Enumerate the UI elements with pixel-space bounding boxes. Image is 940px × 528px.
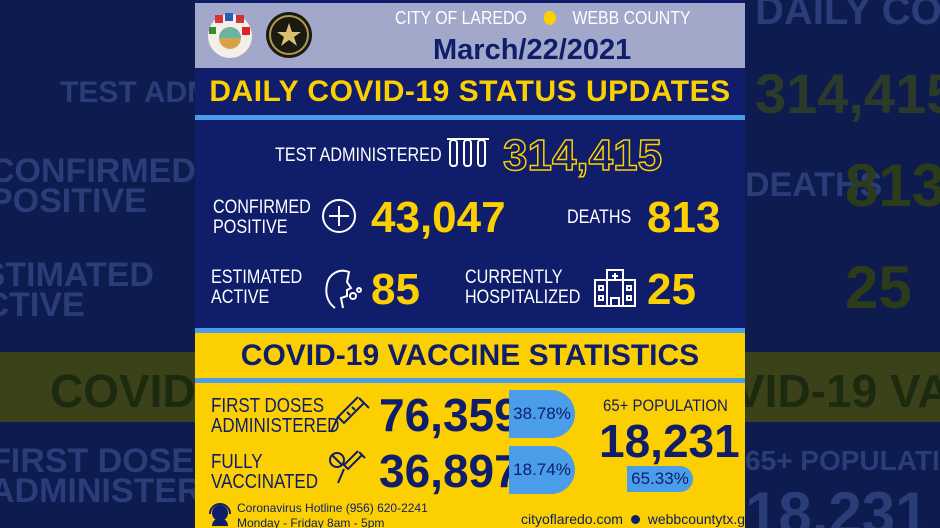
fully-vaccinated-percent: 18.74% (509, 446, 575, 494)
deaths-value: 813 (647, 193, 721, 242)
bg-text: CONFIRMED (0, 152, 195, 190)
tests-value: 314,415 (502, 131, 663, 180)
senior-percent: 65.33% (627, 466, 693, 492)
bg-text: 813 (845, 152, 940, 219)
senior-value: 18,231 (599, 415, 740, 467)
confirmed-label: CONFIRMED (213, 197, 311, 218)
syringe-virus-icon (329, 450, 366, 484)
bg-text: COVID-19 VACCINE STATISTICS (745, 365, 940, 417)
senior-label: 65+ POPULATION (603, 396, 728, 415)
infographic: CITY OF LAREDO WEBB COUNTY March/22/2021… (195, 0, 745, 528)
bg-text: 18,231 (745, 480, 929, 528)
bg-text: TEST ADMINISTERED (60, 76, 195, 109)
bg-text: DEATHS (745, 166, 883, 204)
fully-vaccinated-value: 36,897 (379, 445, 520, 497)
fully-vaccinated-label: FULLY (211, 451, 263, 473)
active-label: ESTIMATED (211, 267, 303, 288)
confirmed-label: POSITIVE (213, 217, 288, 238)
bg-text: COVID-19 VACCINE STATISTICS (50, 365, 195, 417)
first-doses-percent: 38.78% (509, 390, 575, 438)
hospitalized-label: HOSPITALIZED (465, 287, 581, 308)
active-label: ACTIVE (211, 287, 270, 308)
vaccine-title: COVID-19 VACCINE STATISTICS (240, 339, 700, 372)
county-name: WEBB COUNTY (572, 8, 691, 28)
blurred-background-left: TEST ADMINISTERED CONFIRMED POSITIVE EST… (0, 0, 195, 528)
status-section: TEST ADMINISTERED 314,415 CONFIRMED POSI… (195, 120, 745, 330)
city-website-link[interactable]: cityoflaredo.com (521, 511, 623, 527)
active-value: 85 (371, 265, 420, 314)
bg-text: ACTIVE (0, 286, 85, 324)
separator-dot (630, 515, 640, 524)
bg-text: 65+ POPULATION (745, 445, 940, 476)
first-doses-value: 76,359 (379, 389, 520, 441)
first-doses-label: FIRST DOSES (211, 395, 325, 417)
hospital-icon (594, 269, 636, 307)
separator-dot (543, 11, 556, 25)
hospitalized-value: 25 (647, 265, 696, 314)
confirmed-value: 43,047 (371, 193, 506, 242)
page-title: DAILY COVID-19 STATUS UPDATES (195, 68, 745, 115)
bg-text: ESTIMATED (0, 256, 154, 294)
bg-text: 25 (845, 254, 912, 321)
bg-text: 314,415 (755, 62, 940, 125)
tests-label: TEST ADMINISTERED (275, 145, 442, 166)
first-doses-label: ADMINISTERED (211, 415, 340, 437)
bg-text: POSITIVE (0, 182, 147, 220)
bg-text: ADMINISTERED (0, 472, 195, 510)
header-band: CITY OF LAREDO WEBB COUNTY March/22/2021 (195, 0, 745, 68)
hospitalized-label: CURRENTLY (465, 267, 563, 288)
deaths-label: DEATHS (567, 207, 632, 228)
city-seal-icon (208, 13, 252, 58)
headset-icon (209, 503, 231, 526)
county-seal-icon (266, 12, 312, 58)
syringe-icon (330, 396, 370, 433)
report-date: March/22/2021 (433, 34, 632, 66)
fully-vaccinated-label: VACCINATED (211, 471, 319, 493)
hotline-hours: Monday - Friday 8am - 5pm (237, 516, 385, 528)
blurred-background-right: DAILY COVID-19 STATUS UPDATES 314,415 DE… (745, 0, 940, 528)
county-website-link[interactable]: webbcountytx.gov (647, 511, 745, 527)
bg-text: DAILY COVID-19 STATUS UPDATES (755, 0, 940, 33)
test-tubes-icon (447, 138, 489, 167)
sick-person-icon (325, 269, 362, 309)
hotline-text: Coronavirus Hotline (956) 620-2241 (237, 501, 428, 515)
city-name: CITY OF LAREDO (395, 8, 527, 28)
plus-circle-icon (322, 199, 356, 233)
bg-text: FIRST DOSES (0, 442, 195, 480)
